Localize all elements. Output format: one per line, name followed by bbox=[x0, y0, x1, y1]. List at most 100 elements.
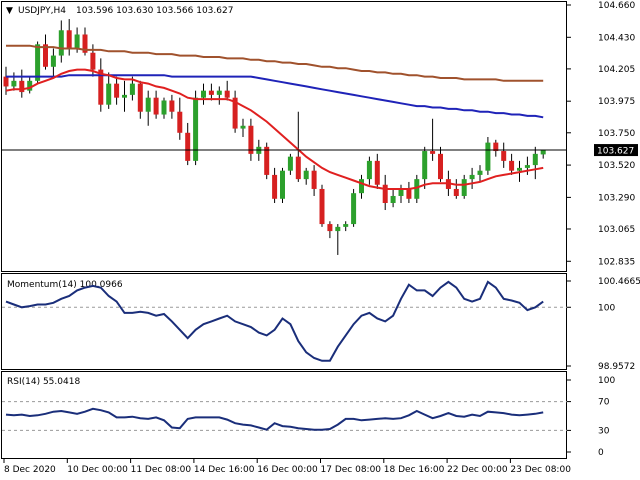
bullish-candle bbox=[524, 165, 530, 168]
bullish-candle bbox=[517, 167, 522, 171]
bullish-candle bbox=[27, 80, 33, 91]
time-tick-label: 11 Dec 08:00 bbox=[131, 465, 192, 475]
time-tick-label: 18 Dec 16:00 bbox=[384, 465, 445, 475]
bearish-candle bbox=[264, 146, 270, 175]
bullish-candle bbox=[540, 150, 546, 155]
mid-moving-average-line bbox=[6, 74, 544, 119]
momentum-tick-label: 98.9572 bbox=[598, 362, 635, 372]
rsi-tick-label: 30 bbox=[598, 426, 610, 436]
bullish-candle bbox=[240, 125, 246, 129]
collapse-triangle-icon[interactable]: ▼ bbox=[6, 6, 13, 16]
bearish-candle bbox=[19, 80, 25, 93]
momentum-panel-frame bbox=[1, 273, 567, 370]
bullish-candle bbox=[343, 224, 349, 227]
bullish-candle bbox=[351, 193, 357, 225]
momentum-axis: 100.4665 100 98.9572 bbox=[567, 277, 640, 372]
bearish-candle bbox=[295, 156, 301, 180]
time-tick-label: 23 Dec 08:00 bbox=[510, 465, 571, 475]
bearish-candle bbox=[382, 184, 388, 203]
price-tick-label: 104.430 bbox=[598, 33, 635, 43]
bullish-candle bbox=[469, 174, 475, 180]
rsi-line bbox=[5, 407, 544, 431]
bullish-candle bbox=[414, 179, 420, 199]
bearish-candle bbox=[153, 97, 159, 115]
price-tick-label: 103.975 bbox=[598, 97, 635, 107]
bearish-candle bbox=[232, 97, 238, 129]
current-price-label-bg bbox=[594, 144, 638, 157]
bullish-candle bbox=[122, 94, 127, 98]
bearish-candle bbox=[224, 90, 230, 98]
bullish-candle bbox=[50, 55, 56, 67]
current-price-label: 103.627 bbox=[597, 147, 634, 157]
bullish-candle bbox=[106, 83, 112, 105]
price-tick-label: 104.660 bbox=[598, 1, 635, 11]
bearish-candle bbox=[43, 44, 48, 67]
bullish-candle bbox=[422, 151, 428, 180]
bearish-candle bbox=[319, 188, 325, 225]
bullish-candle bbox=[398, 188, 404, 196]
bullish-candle bbox=[74, 34, 80, 49]
bearish-candle bbox=[208, 90, 214, 95]
bearish-candle bbox=[248, 125, 254, 154]
bearish-candle bbox=[98, 69, 104, 105]
fast-moving-average-line bbox=[5, 68, 544, 190]
rsi-axis: 100 70 30 0 bbox=[567, 376, 615, 458]
bearish-candle bbox=[406, 188, 412, 199]
momentum-line bbox=[5, 280, 544, 362]
bearish-candle bbox=[66, 30, 72, 49]
bullish-candle bbox=[303, 170, 309, 180]
time-tick-label: 22 Dec 00:00 bbox=[447, 465, 508, 475]
bearish-candle bbox=[114, 83, 120, 98]
bullish-candle bbox=[280, 170, 285, 199]
bearish-candle bbox=[272, 174, 278, 199]
time-tick-label: 14 Dec 16:00 bbox=[194, 465, 255, 475]
ohlc-values: 103.596 103.630 103.566 103.627 bbox=[76, 6, 233, 16]
rsi-tick-label: 100 bbox=[598, 376, 615, 386]
bearish-candle bbox=[374, 160, 380, 185]
bearish-candle bbox=[453, 188, 459, 196]
price-tick-label: 103.065 bbox=[598, 225, 635, 235]
rsi-title: RSI(14) 55.0418 bbox=[7, 377, 80, 387]
bearish-candle bbox=[509, 160, 515, 171]
bullish-candle bbox=[461, 179, 467, 196]
bearish-candle bbox=[90, 52, 96, 70]
price-tick-label: 103.290 bbox=[598, 193, 635, 203]
bearish-candle bbox=[3, 76, 9, 87]
bearish-candle bbox=[82, 34, 88, 53]
price-panel-frame bbox=[1, 1, 567, 272]
bullish-candle bbox=[532, 153, 538, 166]
momentum-title: Momentum(14) 100.0966 bbox=[7, 280, 123, 290]
time-tick-label: 8 Dec 2020 bbox=[4, 465, 56, 475]
symbol-label: USDJPY,H4 bbox=[18, 6, 66, 16]
bullish-candle bbox=[485, 142, 491, 171]
bullish-candle bbox=[201, 90, 206, 98]
rsi-tick-label: 70 bbox=[598, 398, 610, 408]
bullish-candle bbox=[359, 179, 364, 194]
bullish-candle bbox=[11, 80, 17, 87]
bullish-candle bbox=[129, 83, 135, 95]
bearish-candle bbox=[327, 224, 333, 232]
bullish-candle bbox=[161, 100, 167, 115]
bullish-candle bbox=[390, 195, 396, 203]
price-axis: 104.660 104.430 104.205 103.975 103.750 103.5… bbox=[567, 1, 635, 267]
bearish-candle bbox=[501, 151, 507, 161]
bullish-candle bbox=[58, 30, 64, 56]
bearish-candle bbox=[438, 153, 443, 180]
bullish-candle bbox=[216, 90, 222, 95]
bearish-candle bbox=[311, 170, 317, 189]
bullish-candle bbox=[193, 97, 199, 161]
slow-moving-average-line bbox=[6, 44, 544, 82]
bearish-candle bbox=[185, 132, 191, 161]
time-tick-label: 17 Dec 08:00 bbox=[321, 465, 382, 475]
rsi-level-lines bbox=[2, 401, 567, 431]
bearish-candle bbox=[177, 111, 183, 133]
bullish-candle bbox=[145, 97, 151, 112]
rsi-tick-label: 0 bbox=[598, 448, 604, 458]
time-axis: 8 Dec 2020 10 Dec 00:00 11 Dec 08:00 14 Dec… bbox=[3, 459, 571, 475]
price-tick-label: 104.205 bbox=[598, 65, 635, 75]
price-tick-label: 103.750 bbox=[598, 129, 635, 139]
price-tick-label: 102.835 bbox=[598, 257, 635, 267]
bullish-candle bbox=[335, 226, 341, 232]
bearish-candle bbox=[137, 83, 143, 112]
